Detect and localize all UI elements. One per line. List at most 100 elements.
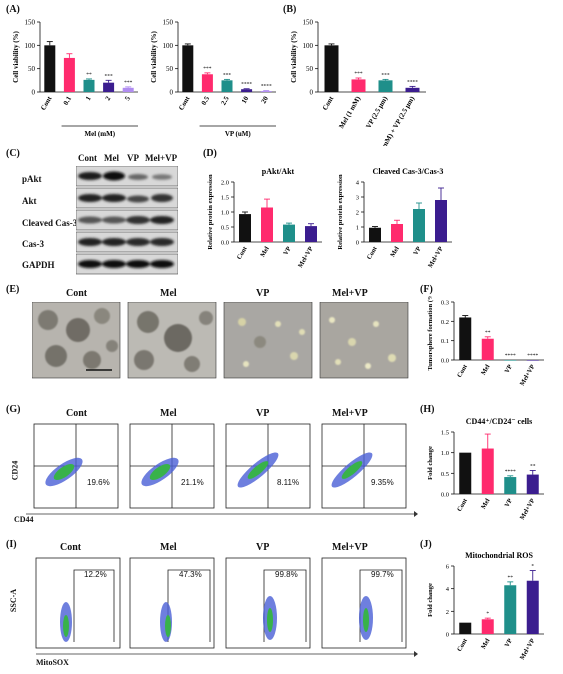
blot-row-cas3-label: Cas-3 bbox=[22, 239, 44, 249]
cleaved-cas3-chart: 0 1 2 3 4 Relative protein expression Cleaved … bbox=[337, 167, 452, 269]
flow-percent-melvp: 9.35% bbox=[371, 478, 394, 487]
significance-label: * bbox=[486, 611, 489, 617]
chart-title: Cleaved Cas-3/Cas-3 bbox=[373, 167, 444, 176]
x-tick-label: 2.5 bbox=[219, 95, 231, 107]
ros-percent-melvp: 99.7% bbox=[371, 570, 394, 579]
x-tick-label: 2 bbox=[104, 95, 113, 102]
y-tick-label: 0.5 bbox=[221, 225, 229, 232]
bar bbox=[305, 226, 317, 242]
flow-percent-vp: 8.11% bbox=[277, 478, 300, 487]
y-axis-label: Tumorsphere formation (%) bbox=[427, 296, 434, 371]
viability-mel-chart: 0 50 100 150 Cell viability (%) Cont 0.1 ** 1 ***… bbox=[12, 19, 138, 138]
chart-title: CD44⁺/CD24⁻ cells bbox=[466, 417, 532, 426]
x-tick-label: Mel+VP bbox=[427, 245, 445, 269]
significance-label: ** bbox=[485, 330, 491, 336]
panel-label-d: (D) bbox=[203, 148, 217, 159]
y-tick-label: 1.5 bbox=[221, 195, 229, 202]
x-axis-label: VP (uM) bbox=[225, 130, 252, 138]
bar bbox=[504, 477, 517, 494]
y-tick-label: 1 bbox=[356, 225, 359, 232]
y-tick-label: 0.0 bbox=[221, 240, 229, 247]
tumorsphere-images: Cont Mel VP Mel+VP bbox=[0, 286, 420, 396]
x-tick-label: Cont bbox=[321, 94, 336, 111]
y-tick-label: 4 bbox=[446, 586, 450, 593]
viability-combo-chart: 0 50 100 150 Cell viability (%) Cont *** Mel (1… bbox=[290, 19, 426, 146]
bar bbox=[459, 452, 472, 494]
y-tick-label: 6 bbox=[446, 564, 450, 571]
ros-percent-vp: 99.8% bbox=[275, 570, 298, 579]
x-tick-label: Mel+VP bbox=[519, 497, 537, 521]
x-tick-label: Mel+VP bbox=[519, 637, 537, 661]
x-tick-label: 0.1 bbox=[62, 95, 74, 107]
y-tick-label: 0.0 bbox=[441, 358, 449, 365]
x-axis-label: Mel (mM) bbox=[85, 130, 116, 138]
image-label-melvp: Mel+VP bbox=[332, 288, 368, 299]
panel-label-a: (A) bbox=[6, 4, 20, 15]
y-tick-label: 150 bbox=[303, 19, 314, 27]
ros-xlabel: MitoSOX bbox=[36, 658, 69, 667]
bar bbox=[526, 360, 539, 361]
flow-mitosox: Cont Mel VP Mel+VP SSC-A MitoSOX 12.2% bbox=[0, 540, 420, 670]
bar bbox=[260, 91, 272, 92]
ros-ylabel: SSC-A bbox=[9, 588, 19, 613]
significance-label: **** bbox=[527, 353, 538, 359]
viability-vp-chart: 0 50 100 150 Cell viability (%) Cont *** 0.5 ***… bbox=[150, 19, 276, 138]
x-tick-label: 20 bbox=[260, 95, 271, 105]
significance-label: **** bbox=[261, 84, 272, 90]
bar bbox=[481, 619, 494, 634]
flow-plots bbox=[26, 423, 418, 517]
image-label-vp: VP bbox=[256, 288, 270, 299]
panel-label-b: (B) bbox=[283, 4, 297, 15]
bar bbox=[182, 45, 194, 92]
blot-header-melvp: Mel+VP bbox=[145, 153, 178, 163]
bar bbox=[391, 224, 403, 242]
bar bbox=[103, 82, 115, 92]
bar bbox=[44, 45, 56, 92]
panel-label-f: (F) bbox=[420, 284, 433, 295]
bar bbox=[201, 74, 213, 92]
tumorsphere-chart: 0.0 0.1 0.2 0.3 Tumorsphere formation (%) Con… bbox=[427, 296, 544, 387]
significance-label: *** bbox=[203, 66, 212, 72]
panel-label-e: (E) bbox=[6, 284, 20, 295]
image-label-mel: Mel bbox=[160, 288, 177, 299]
x-tick-label: Mel bbox=[389, 245, 401, 258]
y-tick-label: 0.2 bbox=[441, 319, 449, 326]
x-tick-label: Mel bbox=[480, 363, 492, 376]
y-tick-label: 100 bbox=[25, 42, 36, 50]
panel-label-c: (C) bbox=[6, 148, 20, 159]
x-tick-label: Mel bbox=[480, 637, 492, 650]
bar bbox=[261, 207, 273, 242]
x-tick-label: Cont bbox=[177, 94, 192, 111]
significance-label: *** bbox=[223, 72, 232, 78]
chart-title: Mitochondrial ROS bbox=[465, 551, 533, 560]
x-tick-label: VP bbox=[282, 245, 292, 256]
significance-label: ** bbox=[86, 72, 92, 78]
x-tick-label: Mel+VP bbox=[519, 363, 537, 387]
y-axis-label: Relative protein expression bbox=[207, 174, 214, 250]
bar bbox=[481, 448, 494, 494]
y-axis-label: Fold change bbox=[427, 446, 434, 480]
significance-label: **** bbox=[407, 79, 418, 85]
y-tick-label: 0.5 bbox=[441, 471, 449, 478]
y-tick-label: 0 bbox=[310, 89, 314, 97]
x-tick-label: 1 bbox=[84, 95, 93, 102]
ros-label-melvp: Mel+VP bbox=[332, 542, 368, 553]
y-tick-label: 2.0 bbox=[221, 180, 229, 187]
y-axis-label: Fold change bbox=[427, 583, 434, 617]
y-tick-label: 1.5 bbox=[441, 430, 449, 437]
bar bbox=[526, 580, 539, 634]
y-tick-label: 100 bbox=[163, 42, 174, 50]
y-axis-label: Cell viability (%) bbox=[290, 30, 298, 82]
significance-label: * bbox=[531, 564, 534, 570]
y-tick-label: 0 bbox=[446, 632, 449, 639]
western-blot: Cont Mel VP Mel+VP pAkt Akt Cleaved Cas-… bbox=[0, 150, 200, 280]
x-tick-label: VP bbox=[504, 363, 514, 374]
mito-ros-chart: 0 2 4 6 Fold change Mitochondrial ROS Cont * Mel… bbox=[427, 551, 544, 661]
blot-header-cont: Cont bbox=[78, 153, 98, 163]
significance-label: *** bbox=[104, 73, 113, 79]
flow-label-melvp: Mel+VP bbox=[332, 408, 368, 419]
x-tick-label: VP (2.5 μm) bbox=[364, 94, 389, 129]
bar bbox=[324, 45, 339, 92]
flow-label-vp: VP bbox=[256, 408, 270, 419]
blot-row-akt-label: Akt bbox=[22, 196, 37, 206]
